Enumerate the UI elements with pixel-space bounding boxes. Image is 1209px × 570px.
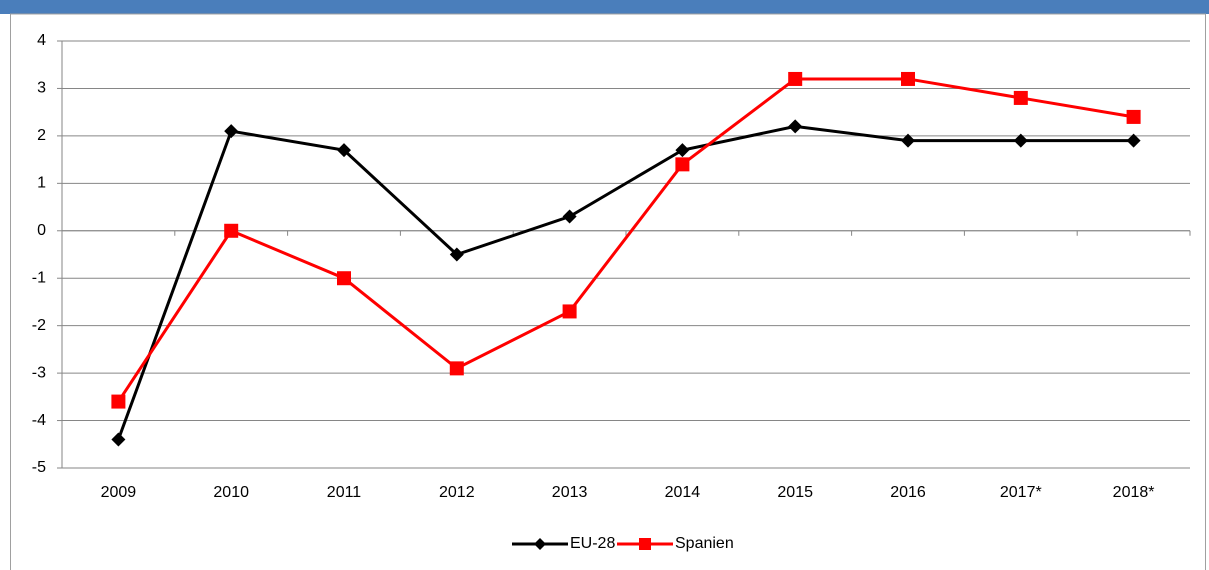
marker — [1126, 133, 1141, 148]
y-tick-label: -4 — [32, 412, 46, 429]
x-tick-label: 2015 — [777, 484, 813, 501]
marker — [337, 143, 351, 158]
marker — [1126, 109, 1141, 124]
marker — [111, 394, 126, 409]
series-line — [116, 124, 1134, 441]
marker — [449, 361, 464, 376]
x-tick-label: 2018* — [1113, 484, 1155, 501]
marker — [675, 157, 690, 172]
x-tick-label: 2011 — [327, 484, 362, 501]
marker — [901, 71, 915, 86]
x-tick-label: 2010 — [213, 484, 249, 501]
marker — [449, 247, 464, 262]
marker — [224, 124, 239, 139]
y-tick-label: -2 — [32, 317, 46, 334]
y-tick-label: -3 — [32, 364, 46, 381]
marker — [639, 538, 651, 550]
marker — [337, 271, 351, 286]
y-tick-label: 0 — [37, 222, 46, 239]
x-tick-label: 2012 — [439, 484, 475, 501]
y-tick-label: 2 — [37, 127, 46, 144]
x-tick-label: 2014 — [665, 484, 701, 501]
marker — [1013, 90, 1028, 105]
x-tick-label: 2013 — [552, 484, 588, 501]
header-bar — [0, 0, 1209, 14]
x-tick-label: 2016 — [890, 484, 926, 501]
y-tick-label: -1 — [32, 269, 46, 286]
x-tick-label: 2017* — [1000, 484, 1042, 501]
marker — [788, 71, 803, 86]
marker — [562, 209, 577, 224]
marker — [534, 538, 546, 550]
legend-label: EU-28 — [570, 535, 615, 552]
y-tick-label: 4 — [37, 32, 46, 49]
chart-frame — [10, 13, 1206, 570]
series-line — [117, 77, 1134, 403]
y-tick-label: 3 — [37, 80, 46, 97]
marker — [562, 304, 577, 319]
marker — [111, 432, 126, 447]
legend-label: Spanien — [675, 535, 734, 552]
marker — [675, 143, 690, 158]
x-tick-label: 2009 — [101, 484, 137, 501]
marker — [788, 119, 803, 134]
marker — [901, 133, 915, 148]
y-tick-label: 1 — [37, 175, 46, 192]
marker — [1013, 133, 1028, 148]
marker — [224, 223, 239, 238]
y-tick-label: -5 — [32, 459, 46, 476]
